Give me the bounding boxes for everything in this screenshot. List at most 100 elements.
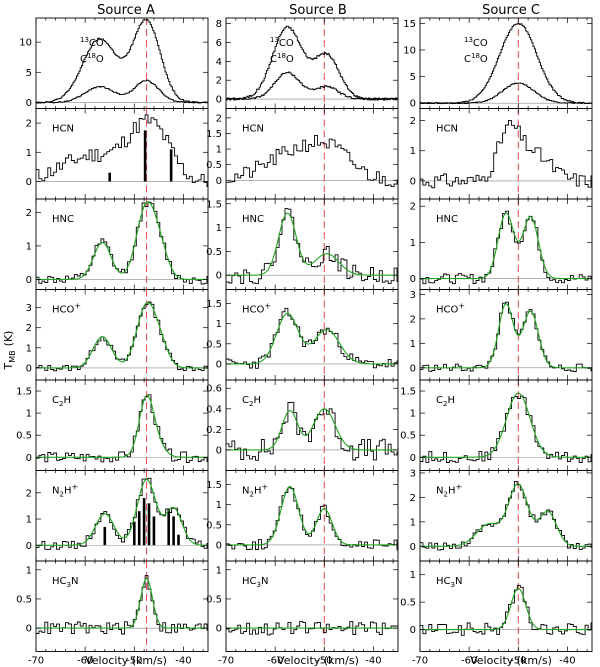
x-tick-label: -60 xyxy=(461,656,477,667)
y-tick-label: 1.5 xyxy=(206,199,222,210)
molecule-label-hnc: HNC xyxy=(242,214,264,225)
panel-plot-area xyxy=(420,392,592,464)
y-tick-label: 0 xyxy=(216,95,222,106)
panel-plot-area xyxy=(36,394,208,463)
fit-curve-n2h xyxy=(226,486,398,546)
y-tick-label: 1 xyxy=(26,409,32,420)
y-tick-label: 1 xyxy=(216,223,222,234)
spectrum-hco xyxy=(36,301,208,372)
fit-curve-hc3n xyxy=(420,587,592,631)
y-axis-title-sub: MB xyxy=(8,350,17,362)
y-tick-label: 1 xyxy=(216,319,222,330)
y-tick-label: 0.4 xyxy=(206,404,222,415)
panel-source-c-hco: 0 1 2 3 HCO+ xyxy=(410,289,593,381)
y-tick-label: 0 xyxy=(410,176,416,187)
molecule-label-hnc: HNC xyxy=(436,214,458,225)
y-tick-label: 2 xyxy=(410,202,416,213)
molecule-label-c2h: C2H xyxy=(436,395,455,408)
y-tick-label: 2 xyxy=(216,76,222,87)
x-tick-label: -50 xyxy=(316,656,332,667)
y-tick-label: 6 xyxy=(216,38,222,49)
y-tick-label: 0 xyxy=(26,363,32,374)
y-tick-label: 0.5 xyxy=(16,431,32,442)
panel-source-a-hcn: 0 1 2 HCN xyxy=(26,108,209,200)
y-tick-label: 0.2 xyxy=(206,425,222,436)
y-tick-label: 0 xyxy=(410,363,416,374)
spectrum-c2h xyxy=(226,401,398,461)
molecule-label-hnc: HNC xyxy=(52,214,74,225)
y-tick-label: 1 xyxy=(410,339,416,350)
y-tick-label: 0.5 xyxy=(400,598,416,609)
spectrum-c18o xyxy=(420,82,592,105)
y-tick-label: 1.5 xyxy=(206,129,222,140)
panel-frame xyxy=(35,289,209,381)
y-tick-label: 8 xyxy=(216,19,222,30)
molecule-label-hco: HCO+ xyxy=(242,302,271,316)
panel-plot-area xyxy=(420,23,592,105)
y-tick-label: 1 xyxy=(410,146,416,157)
y-tick-label: 1 xyxy=(26,241,32,252)
y-tick-label: 1 xyxy=(216,565,222,576)
panel-frame xyxy=(225,470,399,562)
fit-curve-hnc xyxy=(226,212,398,276)
y-tick-label: 0.5 xyxy=(206,520,222,531)
spectrum-hcn xyxy=(420,119,592,189)
molecule-label-hco: HCO+ xyxy=(52,302,81,316)
y-tick-label: 2 xyxy=(26,323,32,334)
spectrum-hnc xyxy=(226,208,398,284)
panel-plot-area xyxy=(420,210,592,285)
panel-plot-area xyxy=(226,307,398,369)
spectrum-13co xyxy=(226,25,398,101)
x-tick-label: -40 xyxy=(175,656,191,667)
y-tick-label: 0 xyxy=(216,540,222,551)
y-tick-label: 0.5 xyxy=(206,160,222,171)
y-tick-label: 10 xyxy=(403,45,416,56)
y-tick-label: 0 xyxy=(410,453,416,464)
y-axis-title-main: T xyxy=(2,362,15,370)
molecule-label-c18o: C18O xyxy=(80,52,104,65)
panel-plot-area xyxy=(226,401,398,461)
y-tick-label: 2 xyxy=(216,113,222,124)
y-tick-label: 2 xyxy=(26,208,32,219)
y-tick-label: 0 xyxy=(410,625,416,636)
y-tick-label: 0 xyxy=(216,624,222,635)
y-tick-label: 0 xyxy=(26,177,32,188)
x-axis-titles: Velocity (km/s) Velocity (km/s) Velocity… xyxy=(85,654,552,667)
panel-source-b-co: 0 2 4 6 8 13CO C18O xyxy=(216,17,399,109)
panel-frame xyxy=(419,560,593,652)
molecule-label-c18o: C18O xyxy=(464,52,488,65)
y-tick-label: 0 xyxy=(410,542,416,553)
y-tick-label: 0 xyxy=(26,453,32,464)
panel-source-c-co: 0 5 10 15 13CO C18O xyxy=(403,17,593,110)
panel-plot-area xyxy=(226,134,398,188)
y-axis-title-unit: (K) xyxy=(2,331,15,347)
panel-frame xyxy=(35,560,209,652)
y-tick-label: 1.5 xyxy=(206,480,222,491)
panel-source-b-hc3n: -70 -60 -50 -40 0 0.5 1 HC3N xyxy=(206,560,399,667)
panel-plot-area xyxy=(226,25,398,101)
molecule-label-13co: 13CO xyxy=(80,36,104,49)
column-title-source-c: Source C xyxy=(482,3,540,18)
x-tick-label: -40 xyxy=(365,656,381,667)
y-tick-label: 1 xyxy=(410,409,416,420)
y-tick-label: 3 xyxy=(410,468,416,479)
y-tick-label: 2 xyxy=(410,493,416,504)
y-tick-label: 3 xyxy=(410,290,416,301)
y-tick-label: 1 xyxy=(216,500,222,511)
y-tick-label: 10 xyxy=(19,38,32,49)
panel-plot-area xyxy=(36,301,208,372)
fit-curve-c2h xyxy=(36,394,208,458)
y-tick-label: 0 xyxy=(26,541,32,552)
column-title-source-b: Source B xyxy=(289,3,347,18)
y-axis-title: TMB (K) xyxy=(2,331,17,371)
y-tick-label: 2 xyxy=(410,314,416,325)
molecule-label-c2h: C2H xyxy=(52,395,71,408)
panel-source-a-n2h: 0 1 2 N2H+ xyxy=(26,470,209,562)
y-tick-label: 0.5 xyxy=(16,594,32,605)
panel-plot-area xyxy=(226,208,398,284)
panel-frame xyxy=(419,289,593,381)
x-tick-label: -50 xyxy=(510,656,526,667)
y-tick-label: 1.5 xyxy=(206,299,222,310)
